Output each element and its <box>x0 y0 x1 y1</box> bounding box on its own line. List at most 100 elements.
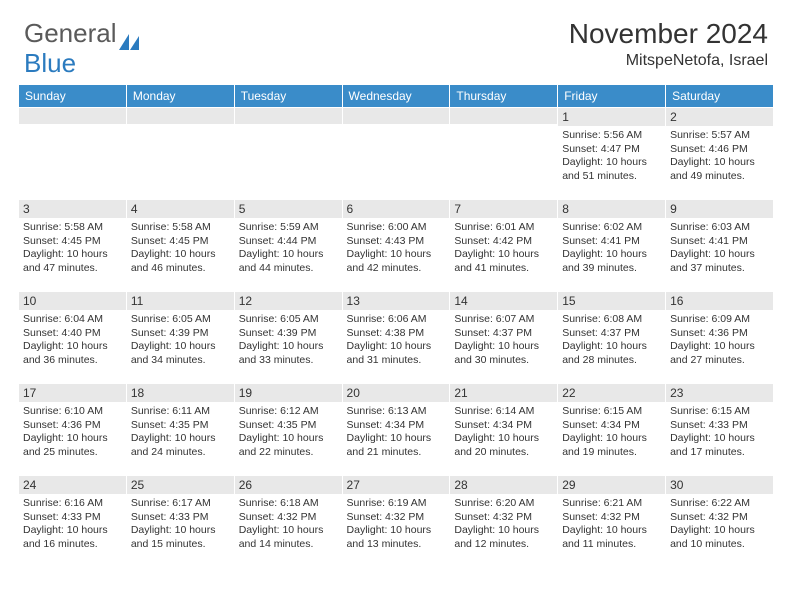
day-number: 20 <box>343 384 450 402</box>
sunrise-text: Sunrise: 6:09 AM <box>670 313 769 327</box>
calendar-body: 1Sunrise: 5:56 AMSunset: 4:47 PMDaylight… <box>19 108 774 568</box>
calendar-day-cell: 3Sunrise: 5:58 AMSunset: 4:45 PMDaylight… <box>19 200 127 292</box>
daylight-text: Daylight: 10 hours and 51 minutes. <box>562 156 661 183</box>
day-body: Sunrise: 6:15 AMSunset: 4:34 PMDaylight:… <box>558 402 665 463</box>
day-body: Sunrise: 6:12 AMSunset: 4:35 PMDaylight:… <box>235 402 342 463</box>
calendar-day-cell: 26Sunrise: 6:18 AMSunset: 4:32 PMDayligh… <box>234 476 342 568</box>
daylight-text: Daylight: 10 hours and 13 minutes. <box>347 524 446 551</box>
sunset-text: Sunset: 4:33 PM <box>670 419 769 433</box>
daylight-text: Daylight: 10 hours and 25 minutes. <box>23 432 122 459</box>
day-number: 24 <box>19 476 126 494</box>
day-number: 22 <box>558 384 665 402</box>
day-body: Sunrise: 6:03 AMSunset: 4:41 PMDaylight:… <box>666 218 773 279</box>
calendar-day-cell: 21Sunrise: 6:14 AMSunset: 4:34 PMDayligh… <box>450 384 558 476</box>
sunrise-text: Sunrise: 6:02 AM <box>562 221 661 235</box>
sunrise-text: Sunrise: 6:22 AM <box>670 497 769 511</box>
day-number: 2 <box>666 108 773 126</box>
sunrise-text: Sunrise: 6:01 AM <box>454 221 553 235</box>
sunset-text: Sunset: 4:39 PM <box>131 327 230 341</box>
calendar-day-cell: 2Sunrise: 5:57 AMSunset: 4:46 PMDaylight… <box>666 108 774 200</box>
sunset-text: Sunset: 4:34 PM <box>562 419 661 433</box>
day-body: Sunrise: 6:13 AMSunset: 4:34 PMDaylight:… <box>343 402 450 463</box>
title-block: November 2024 MitspeNetofa, Israel <box>569 18 768 70</box>
sunset-text: Sunset: 4:41 PM <box>670 235 769 249</box>
sunrise-text: Sunrise: 6:15 AM <box>562 405 661 419</box>
sunrise-text: Sunrise: 5:56 AM <box>562 129 661 143</box>
day-number: 27 <box>343 476 450 494</box>
day-body: Sunrise: 6:05 AMSunset: 4:39 PMDaylight:… <box>235 310 342 371</box>
daylight-text: Daylight: 10 hours and 24 minutes. <box>131 432 230 459</box>
calendar-day-cell <box>19 108 127 200</box>
sunset-text: Sunset: 4:32 PM <box>347 511 446 525</box>
calendar-header-row: SundayMondayTuesdayWednesdayThursdayFrid… <box>19 85 774 108</box>
weekday-header: Thursday <box>450 85 558 108</box>
day-number: 23 <box>666 384 773 402</box>
calendar-day-cell: 4Sunrise: 5:58 AMSunset: 4:45 PMDaylight… <box>126 200 234 292</box>
calendar-day-cell: 15Sunrise: 6:08 AMSunset: 4:37 PMDayligh… <box>558 292 666 384</box>
day-body <box>235 124 342 184</box>
day-body <box>343 124 450 184</box>
sunset-text: Sunset: 4:34 PM <box>347 419 446 433</box>
daylight-text: Daylight: 10 hours and 41 minutes. <box>454 248 553 275</box>
sunrise-text: Sunrise: 6:03 AM <box>670 221 769 235</box>
daylight-text: Daylight: 10 hours and 46 minutes. <box>131 248 230 275</box>
day-number <box>235 108 342 124</box>
sunrise-text: Sunrise: 6:18 AM <box>239 497 338 511</box>
day-body: Sunrise: 6:15 AMSunset: 4:33 PMDaylight:… <box>666 402 773 463</box>
calendar-day-cell: 22Sunrise: 6:15 AMSunset: 4:34 PMDayligh… <box>558 384 666 476</box>
daylight-text: Daylight: 10 hours and 15 minutes. <box>131 524 230 551</box>
day-number: 8 <box>558 200 665 218</box>
daylight-text: Daylight: 10 hours and 12 minutes. <box>454 524 553 551</box>
calendar-day-cell: 12Sunrise: 6:05 AMSunset: 4:39 PMDayligh… <box>234 292 342 384</box>
calendar-day-cell: 1Sunrise: 5:56 AMSunset: 4:47 PMDaylight… <box>558 108 666 200</box>
day-number: 3 <box>19 200 126 218</box>
day-body: Sunrise: 6:10 AMSunset: 4:36 PMDaylight:… <box>19 402 126 463</box>
sunset-text: Sunset: 4:35 PM <box>131 419 230 433</box>
sunset-text: Sunset: 4:40 PM <box>23 327 122 341</box>
sunset-text: Sunset: 4:37 PM <box>562 327 661 341</box>
calendar-week-row: 1Sunrise: 5:56 AMSunset: 4:47 PMDaylight… <box>19 108 774 200</box>
calendar-day-cell: 30Sunrise: 6:22 AMSunset: 4:32 PMDayligh… <box>666 476 774 568</box>
calendar-day-cell: 18Sunrise: 6:11 AMSunset: 4:35 PMDayligh… <box>126 384 234 476</box>
daylight-text: Daylight: 10 hours and 47 minutes. <box>23 248 122 275</box>
calendar-day-cell: 28Sunrise: 6:20 AMSunset: 4:32 PMDayligh… <box>450 476 558 568</box>
day-body: Sunrise: 6:05 AMSunset: 4:39 PMDaylight:… <box>127 310 234 371</box>
day-body: Sunrise: 6:01 AMSunset: 4:42 PMDaylight:… <box>450 218 557 279</box>
daylight-text: Daylight: 10 hours and 39 minutes. <box>562 248 661 275</box>
daylight-text: Daylight: 10 hours and 19 minutes. <box>562 432 661 459</box>
day-number: 11 <box>127 292 234 310</box>
day-body: Sunrise: 6:21 AMSunset: 4:32 PMDaylight:… <box>558 494 665 555</box>
calendar-day-cell: 17Sunrise: 6:10 AMSunset: 4:36 PMDayligh… <box>19 384 127 476</box>
day-body <box>19 124 126 184</box>
calendar-day-cell <box>126 108 234 200</box>
sunrise-text: Sunrise: 6:21 AM <box>562 497 661 511</box>
calendar-day-cell: 25Sunrise: 6:17 AMSunset: 4:33 PMDayligh… <box>126 476 234 568</box>
calendar-day-cell: 29Sunrise: 6:21 AMSunset: 4:32 PMDayligh… <box>558 476 666 568</box>
day-number: 16 <box>666 292 773 310</box>
daylight-text: Daylight: 10 hours and 21 minutes. <box>347 432 446 459</box>
day-body: Sunrise: 6:16 AMSunset: 4:33 PMDaylight:… <box>19 494 126 555</box>
day-body: Sunrise: 5:58 AMSunset: 4:45 PMDaylight:… <box>127 218 234 279</box>
calendar-day-cell: 24Sunrise: 6:16 AMSunset: 4:33 PMDayligh… <box>19 476 127 568</box>
sunrise-text: Sunrise: 6:12 AM <box>239 405 338 419</box>
day-number: 12 <box>235 292 342 310</box>
calendar-day-cell: 14Sunrise: 6:07 AMSunset: 4:37 PMDayligh… <box>450 292 558 384</box>
calendar-day-cell: 16Sunrise: 6:09 AMSunset: 4:36 PMDayligh… <box>666 292 774 384</box>
sunrise-text: Sunrise: 6:20 AM <box>454 497 553 511</box>
day-body <box>450 124 557 184</box>
day-number: 17 <box>19 384 126 402</box>
month-title: November 2024 <box>569 18 768 50</box>
daylight-text: Daylight: 10 hours and 37 minutes. <box>670 248 769 275</box>
calendar-week-row: 17Sunrise: 6:10 AMSunset: 4:36 PMDayligh… <box>19 384 774 476</box>
day-body: Sunrise: 6:14 AMSunset: 4:34 PMDaylight:… <box>450 402 557 463</box>
calendar-week-row: 24Sunrise: 6:16 AMSunset: 4:33 PMDayligh… <box>19 476 774 568</box>
day-body: Sunrise: 6:07 AMSunset: 4:37 PMDaylight:… <box>450 310 557 371</box>
daylight-text: Daylight: 10 hours and 30 minutes. <box>454 340 553 367</box>
calendar-day-cell: 8Sunrise: 6:02 AMSunset: 4:41 PMDaylight… <box>558 200 666 292</box>
day-number: 29 <box>558 476 665 494</box>
sunrise-text: Sunrise: 6:07 AM <box>454 313 553 327</box>
day-number <box>450 108 557 124</box>
sunset-text: Sunset: 4:32 PM <box>239 511 338 525</box>
calendar-day-cell: 20Sunrise: 6:13 AMSunset: 4:34 PMDayligh… <box>342 384 450 476</box>
daylight-text: Daylight: 10 hours and 10 minutes. <box>670 524 769 551</box>
